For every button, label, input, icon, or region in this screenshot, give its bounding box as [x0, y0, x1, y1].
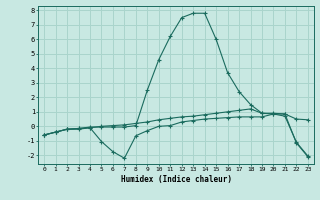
- X-axis label: Humidex (Indice chaleur): Humidex (Indice chaleur): [121, 175, 231, 184]
